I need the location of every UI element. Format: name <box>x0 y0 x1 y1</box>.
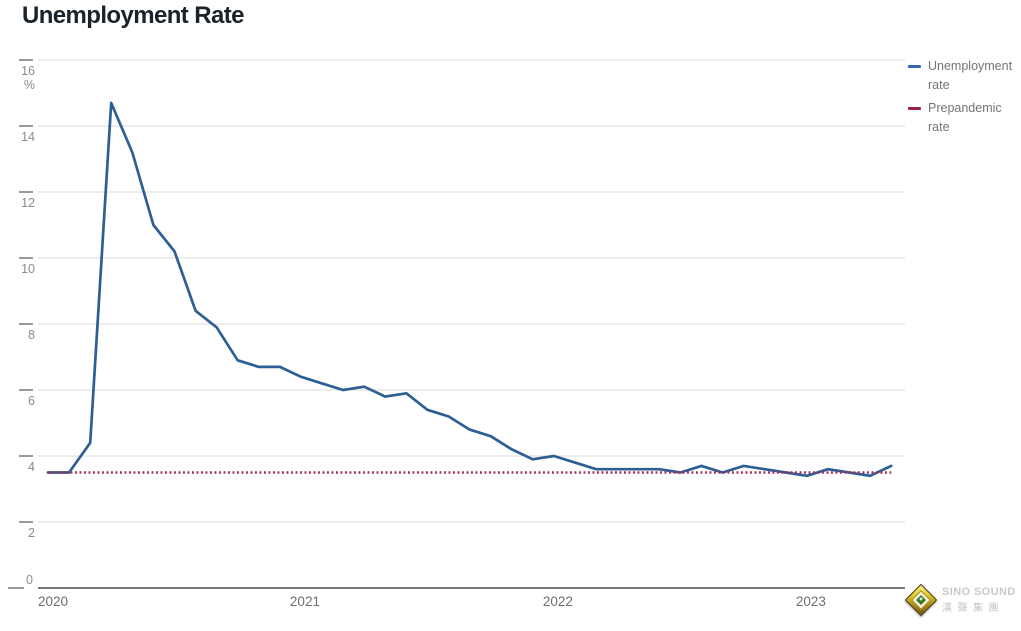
brand-name-cn: 漢聲集團 <box>942 603 1004 614</box>
chart-legend: Unemployment rate Prepandemic rate <box>908 57 1012 141</box>
legend-label-unemployment-rate: Unemployment rate <box>928 59 1013 92</box>
diamond-star-icon: ✦ <box>918 596 924 604</box>
y-tick-label: 16 <box>21 64 35 78</box>
x-tick-label: 2022 <box>543 594 573 609</box>
x-tick-label: 2020 <box>38 594 68 609</box>
watermark-text: SINO SOUND 漢聲集團 <box>942 586 1016 614</box>
y-tick-label: 12 <box>21 196 35 210</box>
brand-name-en: SINO SOUND <box>942 586 1016 598</box>
unemployment-rate-line-swatch <box>908 65 921 68</box>
diamond-logo-icon: ✦ <box>904 583 938 617</box>
x-tick-label: 2023 <box>796 594 826 609</box>
y-tick-label: 4 <box>28 460 35 474</box>
sino-sound-watermark: ✦ SINO SOUND 漢聲集團 <box>904 583 1016 617</box>
y-tick-label: 14 <box>21 130 35 144</box>
legend-label-prepandemic-rate: Prepandemic rate <box>928 101 1002 134</box>
x-tick-label: 2021 <box>290 594 320 609</box>
legend-item-prepandemic-rate: Prepandemic rate <box>908 99 1012 137</box>
y-unit-label: % <box>24 78 35 92</box>
y-tick-label: 2 <box>28 526 35 540</box>
prepandemic-rate-line-swatch <box>908 107 921 110</box>
y-tick-label: 8 <box>28 328 35 342</box>
page-title: Unemployment Rate <box>22 2 244 29</box>
y-tick-label: 10 <box>21 262 35 276</box>
y-tick-label: 6 <box>28 394 35 408</box>
legend-item-unemployment-rate: Unemployment rate <box>908 57 1012 95</box>
y-tick-label: 0 <box>26 573 33 587</box>
unemployment-rate-line <box>46 101 893 478</box>
